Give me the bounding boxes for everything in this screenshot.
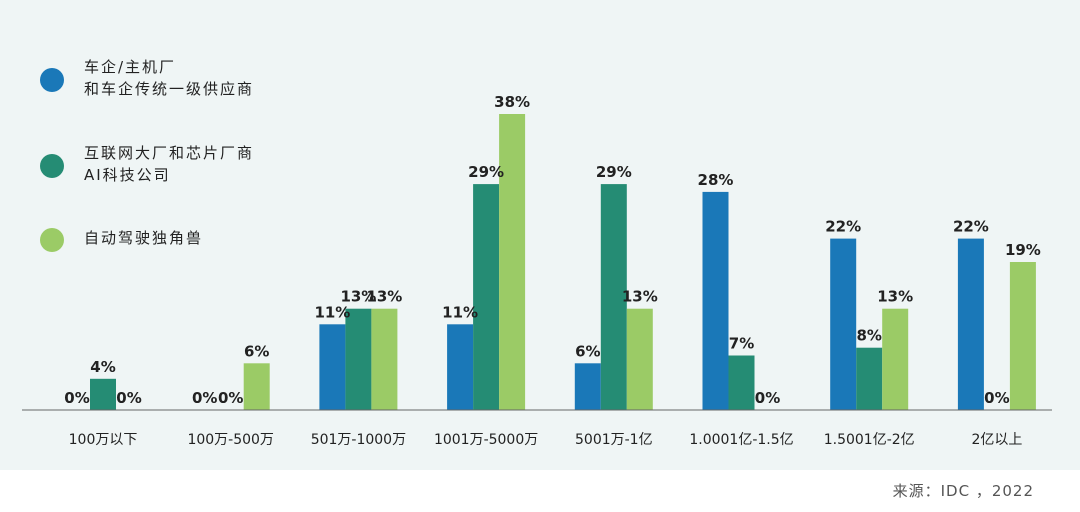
category-label-5: 1.0001亿-1.5亿 <box>689 432 793 448</box>
bar-chart: 0%4%0% 0% 0%6%11%13%13%11%29%38%6%29%13%28… <box>22 93 1052 448</box>
bar-oem-2 <box>319 324 346 410</box>
value-label-oem-0: 0% <box>64 389 89 407</box>
category-label-1: 100万-500万 <box>187 432 274 448</box>
legend-swatch-unicorn <box>40 228 64 252</box>
value-label-internet-6: 8% <box>856 327 881 345</box>
bar-oem-6 <box>830 238 857 410</box>
value-label-unicorn-6: 13% <box>877 288 913 306</box>
value-label-unicorn-4: 13% <box>622 288 658 306</box>
value-label-internet-7: 0% <box>984 389 1009 407</box>
source-note: 来源：IDC ，2022 <box>892 482 1034 500</box>
category-labels-layer: 100万以下 100万-500万 501万-1000万 1001万-5000万 5001… <box>69 432 1023 448</box>
value-label-internet-0: 4% <box>90 358 115 376</box>
value-label-oem-3: 11% <box>442 303 478 321</box>
value-label-unicorn-5: 0% <box>755 389 780 407</box>
category-label-0: 100万以下 <box>69 432 138 448</box>
value-labels-layer: 0%4%0% 0% 0%6%11%13%13%11%29%38%6%29%13%28… <box>64 93 1041 407</box>
legend-label-unicorn: 自动驾驶独角兽 <box>84 229 204 247</box>
bar-internet-5 <box>728 355 755 410</box>
legend-swatch-oem <box>40 68 64 92</box>
value-label-oem-2: 11% <box>314 303 350 321</box>
bar-internet-0 <box>90 378 116 410</box>
value-label-unicorn-7: 19% <box>1005 241 1041 259</box>
value-label-unicorn-0: 0% <box>116 389 141 407</box>
value-label-oem-6: 22% <box>825 218 861 236</box>
category-label-3: 1001万-5000万 <box>434 432 538 448</box>
bars-layer <box>90 114 1036 410</box>
value-label-internet-1: 0% <box>218 389 243 407</box>
bar-unicorn-2 <box>371 308 398 410</box>
value-label-oem-4: 6% <box>575 342 600 360</box>
legend-label-oem: 车企/主机厂 和车企传统一级供应商 <box>84 58 255 98</box>
value-label-oem-7: 22% <box>953 218 989 236</box>
value-label-unicorn-2: 13% <box>366 288 402 306</box>
bar-internet-6 <box>856 347 883 410</box>
bar-unicorn-7 <box>1009 262 1036 410</box>
category-label-7: 2亿以上 <box>971 432 1022 448</box>
legend-label-internet: 互联网大厂和芯片厂商 AI科技公司 <box>84 144 255 184</box>
bar-unicorn-6 <box>882 308 909 410</box>
value-label-unicorn-1: 6% <box>244 342 269 360</box>
category-label-6: 1.5001亿-2亿 <box>824 432 915 448</box>
category-label-2: 501万-1000万 <box>311 432 406 448</box>
bar-internet-4 <box>600 184 627 410</box>
value-label-internet-4: 29% <box>596 163 632 181</box>
bar-oem-3 <box>447 324 474 410</box>
bar-oem-7 <box>957 238 984 410</box>
value-label-internet-5: 7% <box>729 335 754 353</box>
bar-unicorn-1 <box>243 363 270 410</box>
bar-oem-5 <box>702 191 729 410</box>
legend-swatch-internet <box>40 154 64 178</box>
value-label-internet-3: 29% <box>468 163 504 181</box>
value-label-unicorn-3: 38% <box>494 93 530 111</box>
bar-internet-2 <box>345 308 372 410</box>
bar-unicorn-3 <box>499 114 526 410</box>
value-label-internet-2: 13% <box>340 288 376 306</box>
bar-internet-3 <box>473 184 500 410</box>
bar-oem-4 <box>574 363 601 410</box>
bar-unicorn-4 <box>626 308 653 410</box>
value-label-oem-5: 28% <box>698 171 734 189</box>
value-label-oem-1: 0% <box>192 389 217 407</box>
chart-canvas: 车企/主机厂 和车企传统一级供应商 互联网大厂和芯片厂商 AI科技公司 自动驾驶… <box>0 0 1080 470</box>
category-label-4: 5001万-1亿 <box>575 432 653 448</box>
